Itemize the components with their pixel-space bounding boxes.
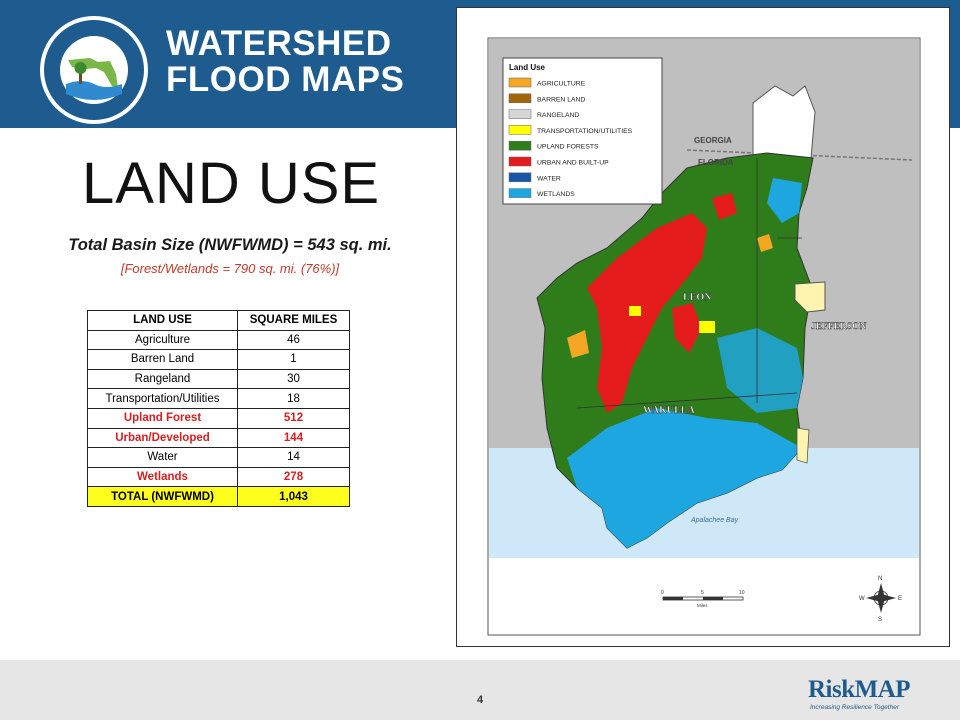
table-row-highlight: Upland Forest 512 (87, 407, 350, 429)
legend-swatch (508, 156, 532, 167)
compass-icon: N E S W (859, 576, 902, 623)
map-scale-bar: 0 5 10 Miles (661, 590, 745, 608)
table-cell-value: 1 (237, 349, 350, 370)
table-row: Barren Land 1 (87, 349, 350, 370)
map-label-apalachee-bay: Apalachee Bay (690, 517, 739, 524)
scale-unit: Miles (697, 603, 708, 608)
riskmap-logo: RiskMAP (808, 676, 911, 704)
table-cell-value: 14 (237, 447, 350, 468)
compass-n: N (878, 576, 882, 582)
table-cell-name: Wetlands (87, 466, 238, 488)
scale-tick-0: 0 (661, 590, 664, 596)
table-row-total: TOTAL (NWFWMD) 1,043 (87, 486, 350, 507)
table-cell-name: Transportation/Utilities (87, 388, 238, 409)
scale-tick-5: 5 (701, 590, 704, 596)
legend-title: Land Use (509, 63, 546, 72)
compass-s: S (878, 617, 882, 623)
legend-label: UPLAND FORESTS (537, 144, 599, 151)
table-cell-name: Rangeland (87, 368, 238, 390)
map-label-wakulla: WAKULLA (643, 405, 695, 416)
table-row: Water 14 (87, 447, 350, 468)
map-label-jefferson: JEFFERSON (811, 322, 867, 332)
legend-swatch (508, 125, 532, 135)
legend-label: BARREN LAND (537, 96, 585, 103)
legend-swatch (508, 77, 532, 88)
legend-swatch (508, 172, 532, 183)
slide-title: LAND USE (82, 151, 381, 216)
legend-swatch (508, 93, 532, 104)
table-total-name: TOTAL (NWFWMD) (87, 486, 238, 507)
header-title-line1: WATERSHED (166, 24, 392, 63)
table-row: Agriculture 46 (87, 329, 350, 351)
table-cell-value: 18 (237, 388, 350, 409)
map-label-florida: FLORIDA (698, 158, 734, 167)
legend-swatch (508, 140, 532, 151)
table-cell-name: Upland Forest (87, 407, 238, 429)
map-canvas: Land Use AGRICULTURE BARREN LAND RANGELAND… (487, 37, 921, 636)
table-cell-value: 512 (237, 407, 350, 429)
legend-label: URBAN AND BUILT-UP (537, 160, 609, 167)
table-row-highlight: Wetlands 278 (87, 466, 350, 488)
compass-e: E (898, 596, 902, 602)
table-cell-name: Urban/Developed (87, 427, 238, 449)
table-row: Transportation/Utilities 18 (87, 388, 350, 409)
table-cell-name: Agriculture (87, 329, 238, 351)
table-cell-value: 278 (237, 466, 350, 488)
map-label-leon: LEON (683, 292, 712, 303)
header-title-line2: FLOOD MAPS (166, 60, 405, 99)
table-cell-value: 46 (237, 329, 350, 351)
basin-subtitle-text: [Forest/Wetlands = 790 sq. mi. (76%)] (120, 261, 340, 276)
legend-label: WATER (537, 175, 561, 182)
basin-size-text: Total Basin Size (NWFWMD) = 543 sq. mi. (68, 236, 392, 254)
table-total-value: 1,043 (237, 486, 350, 507)
table-header-square-miles: SQUARE MILES (237, 310, 350, 331)
table-header-land-use: LAND USE (87, 310, 238, 331)
legend-label: TRANSPORTATION/UTILITIES (537, 128, 633, 135)
legend-swatch (508, 109, 532, 119)
nwfwmd-logo (40, 16, 148, 124)
land-use-map: Land Use AGRICULTURE BARREN LAND RANGELAND… (456, 7, 950, 647)
table-cell-value: 144 (237, 427, 350, 449)
riskmap-logo-risk: Risk (808, 676, 855, 703)
legend-label: AGRICULTURE (537, 81, 586, 88)
table-row: Rangeland 30 (87, 368, 350, 390)
land-use-table: LAND USE SQUARE MILES Agriculture 46 Barr… (87, 310, 350, 507)
scale-tick-10: 10 (739, 590, 745, 596)
table-row-highlight: Urban/Developed 144 (87, 427, 350, 449)
table-cell-name: Water (87, 447, 238, 468)
riskmap-logo-map: MAP (854, 676, 911, 703)
header-title: WATERSHED FLOOD MAPS (166, 26, 404, 98)
map-label-georgia: GEORGIA (694, 136, 732, 145)
table-cell-value: 30 (237, 368, 350, 390)
legend-label: WETLANDS (537, 191, 575, 198)
footer-band (0, 660, 960, 720)
page-number: 4 (476, 694, 484, 706)
riskmap-tagline: Increasing Resilience Together (810, 704, 900, 711)
legend-label: RANGELAND (537, 112, 579, 119)
table-cell-name: Barren Land (87, 349, 238, 370)
compass-w: W (859, 596, 865, 602)
legend-swatch (508, 188, 532, 198)
table-header-row: LAND USE SQUARE MILES (87, 310, 350, 331)
